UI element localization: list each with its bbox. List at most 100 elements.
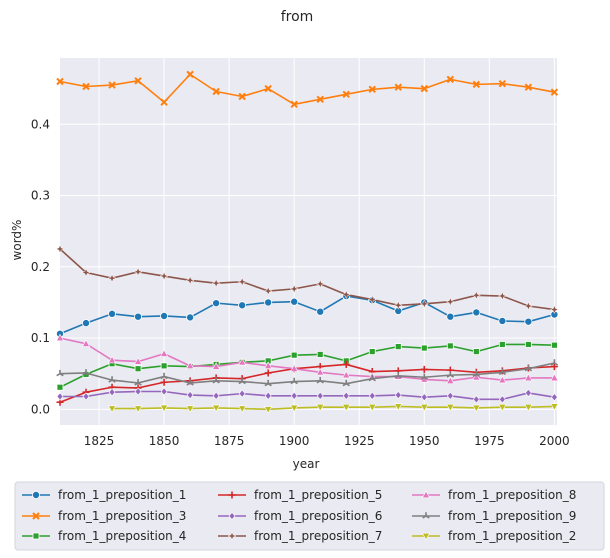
data-point xyxy=(290,404,299,413)
legend-marker xyxy=(421,532,431,541)
data-point xyxy=(160,387,168,396)
legend-label: from_1_preposition_8 xyxy=(448,488,576,502)
series-from_1_preposition_5 xyxy=(56,360,558,406)
data-point xyxy=(212,377,220,384)
data-point xyxy=(420,404,429,412)
data-point xyxy=(264,298,273,307)
data-point xyxy=(550,359,559,366)
data-point xyxy=(185,405,195,414)
data-point xyxy=(160,98,168,106)
data-point xyxy=(446,404,455,412)
data-point xyxy=(160,378,168,386)
data-point xyxy=(368,85,376,94)
data-point xyxy=(159,271,169,281)
legend-entry: from_1_preposition_8 xyxy=(412,488,576,502)
legend-marker xyxy=(422,512,430,519)
legend-label: from_1_preposition_6 xyxy=(254,509,382,523)
data-point xyxy=(498,395,506,404)
x-axis-ticks: 1825 1850 1875 1900 1925 1950 1975 2000 xyxy=(84,434,570,448)
data-point xyxy=(186,70,194,79)
data-point xyxy=(524,83,533,91)
data-point xyxy=(420,393,428,402)
data-point xyxy=(238,405,247,414)
legend: from_1_preposition_1 from_1_preposition_3… xyxy=(14,481,605,551)
legend-label: from_1_preposition_3 xyxy=(58,509,186,523)
data-point xyxy=(393,300,403,310)
data-point xyxy=(107,405,117,414)
data-point xyxy=(498,404,507,412)
data-point xyxy=(290,297,299,306)
data-point xyxy=(498,368,507,375)
data-point xyxy=(133,267,143,277)
data-point xyxy=(550,403,559,411)
data-point xyxy=(134,387,142,396)
legend-entry: from_1_preposition_4 xyxy=(22,529,186,543)
data-point xyxy=(551,393,558,402)
legend-label: from_1_preposition_5 xyxy=(254,488,382,502)
data-point xyxy=(524,364,533,372)
data-point xyxy=(394,372,402,379)
data-point xyxy=(498,375,507,384)
y-tick-label: 0.2 xyxy=(31,260,50,274)
data-point xyxy=(472,80,481,89)
series-line xyxy=(59,337,555,382)
legend-entry: from_1_preposition_2 xyxy=(412,529,576,543)
data-point xyxy=(420,344,428,352)
data-point xyxy=(420,84,429,93)
data-point xyxy=(394,343,402,351)
series-from_1_preposition_6 xyxy=(56,387,558,404)
data-point xyxy=(341,289,351,300)
data-point xyxy=(238,389,246,398)
legend-marker xyxy=(32,490,41,499)
data-point xyxy=(550,373,559,382)
data-point xyxy=(133,405,143,414)
data-point xyxy=(264,361,273,369)
data-point xyxy=(264,406,273,414)
data-point xyxy=(133,357,143,365)
data-point xyxy=(82,319,91,328)
legend-entry: from_1_preposition_9 xyxy=(412,509,576,523)
legend-entry: from_1_preposition_1 xyxy=(22,488,186,502)
series-line xyxy=(112,405,555,411)
x-tick-label: 1925 xyxy=(344,434,375,448)
legend-marker xyxy=(228,511,236,521)
data-point xyxy=(56,369,64,377)
data-point xyxy=(342,370,351,379)
data-point xyxy=(472,395,480,404)
data-point xyxy=(498,316,507,325)
data-point xyxy=(471,290,482,300)
data-point xyxy=(81,267,91,278)
series-from_1_preposition_3 xyxy=(56,70,559,109)
series-line xyxy=(59,363,555,403)
series-layer xyxy=(55,70,560,414)
data-point xyxy=(56,77,64,86)
y-axis-label: word% xyxy=(10,220,24,261)
x-tick-label: 1900 xyxy=(279,434,310,448)
y-tick-label: 0.4 xyxy=(31,117,50,131)
data-point xyxy=(342,404,351,412)
data-point xyxy=(316,95,324,104)
legend-label: from_1_preposition_7 xyxy=(254,529,382,543)
data-point xyxy=(420,365,428,373)
data-point xyxy=(263,286,273,296)
data-point xyxy=(342,360,350,368)
data-point xyxy=(264,379,272,387)
data-point xyxy=(316,351,324,358)
data-point xyxy=(368,404,377,412)
data-point xyxy=(82,392,90,401)
legend-frame xyxy=(14,481,605,551)
plot-area xyxy=(60,58,557,425)
x-tick-label: 1950 xyxy=(409,434,440,448)
data-point xyxy=(472,348,480,356)
grid-lines xyxy=(60,58,557,425)
data-point xyxy=(368,348,376,356)
data-point xyxy=(550,363,558,371)
data-point xyxy=(238,377,246,385)
data-point xyxy=(107,355,117,364)
data-point xyxy=(237,277,247,287)
data-point xyxy=(290,100,298,109)
data-point xyxy=(472,372,481,381)
data-point xyxy=(368,391,376,400)
data-point xyxy=(497,291,508,301)
x-tick-label: 2000 xyxy=(539,434,570,448)
